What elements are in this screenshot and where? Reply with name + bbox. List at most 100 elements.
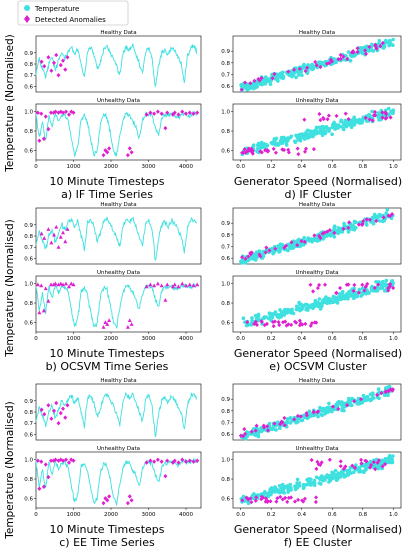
anomaly-point xyxy=(355,49,360,55)
data-point xyxy=(263,79,267,83)
data-point xyxy=(372,396,376,400)
anomaly-point xyxy=(359,457,364,462)
data-point xyxy=(302,485,306,489)
anomaly-point xyxy=(289,322,294,327)
data-point xyxy=(374,280,378,284)
data-point xyxy=(377,219,382,223)
anomaly-point xyxy=(46,227,51,231)
anomaly-point xyxy=(318,462,323,468)
anomaly-point xyxy=(263,250,268,255)
x-tick-label: 1.0 xyxy=(389,336,398,342)
data-point xyxy=(288,482,293,487)
f_unhealthy-panel: Unhealthy Data 1.0 0.8 0.6 0.0 0.2 0.4 0.6 0.8 1.… xyxy=(221,446,402,518)
data-point xyxy=(268,82,273,86)
temperature-series xyxy=(35,110,197,158)
anomaly-point xyxy=(284,243,289,248)
data-point xyxy=(357,465,361,470)
row2-ylabel: Temperature (Normalised) xyxy=(4,219,16,358)
legend-anomaly-label: Detected Anomalies xyxy=(35,16,106,24)
data-point xyxy=(386,459,391,464)
anomaly-point xyxy=(360,221,365,226)
anomaly-point xyxy=(254,495,259,500)
anomaly-point xyxy=(184,111,188,116)
anomaly-point xyxy=(336,57,341,62)
anomaly-point xyxy=(180,457,185,462)
data-point xyxy=(246,431,250,435)
anomaly-point xyxy=(184,459,188,464)
anomaly-point xyxy=(334,113,339,119)
temperature-series xyxy=(35,43,198,88)
data-point xyxy=(340,296,345,300)
data-point xyxy=(318,405,322,410)
data-point xyxy=(277,248,281,252)
y-tick-label: 0.8 xyxy=(221,233,230,239)
anomaly-point xyxy=(103,320,108,324)
y-tick-label: 0.6 xyxy=(221,148,230,154)
data-point xyxy=(256,318,261,323)
panel-title: Unhealthy Data xyxy=(97,446,140,452)
data-point xyxy=(341,126,346,131)
b_unhealthy-panel: Unhealthy Data 1.0 0.8 0.6 0 1000 2000 3000 4000 xyxy=(24,270,202,342)
anomaly-point xyxy=(184,283,188,288)
data-point xyxy=(332,235,337,239)
anomaly-point xyxy=(346,282,351,287)
anomaly-point xyxy=(125,500,130,506)
anomaly-point xyxy=(56,421,61,426)
data-point xyxy=(332,120,336,125)
data-point xyxy=(297,481,302,485)
anomaly-point xyxy=(49,416,54,421)
anomaly-point xyxy=(159,283,164,288)
anomaly-point xyxy=(248,81,253,86)
y-tick-label: 1.0 xyxy=(24,110,33,116)
anomaly-point xyxy=(67,112,71,117)
anomaly-point xyxy=(56,73,61,78)
anomaly-point xyxy=(275,496,280,501)
data-point xyxy=(350,396,354,401)
anomaly-point xyxy=(54,400,59,406)
anomaly-point xyxy=(61,406,65,411)
plot-frame xyxy=(35,35,202,93)
anomaly-point xyxy=(292,417,297,422)
anomaly-point xyxy=(321,116,326,122)
anomaly-point xyxy=(309,321,314,326)
anomaly-point xyxy=(374,218,379,224)
data-point xyxy=(340,289,345,294)
data-point xyxy=(357,287,362,292)
y-tick-label: 0.8 xyxy=(221,409,230,415)
anomaly-point xyxy=(165,110,170,115)
data-point xyxy=(306,236,311,240)
data-point xyxy=(277,484,282,488)
row1-left-xlabel: 10 Minute Timesteps xyxy=(49,175,164,188)
x-tick-label: 1000 xyxy=(67,336,81,342)
anomaly-point xyxy=(125,324,130,329)
anomaly-point xyxy=(314,495,319,500)
anomaly-point xyxy=(52,408,56,414)
data-point xyxy=(358,50,363,54)
data-point xyxy=(289,308,293,313)
anomaly-point xyxy=(360,282,365,288)
anomaly-point xyxy=(367,217,372,222)
anomaly-point xyxy=(127,146,132,151)
anomaly-point xyxy=(359,461,364,466)
data-point xyxy=(319,408,324,413)
anomaly-point xyxy=(272,421,277,426)
anomaly-point xyxy=(338,52,343,58)
anomaly-point xyxy=(271,324,276,329)
anomaly-point xyxy=(37,486,42,491)
anomaly-point xyxy=(39,111,44,116)
data-point xyxy=(391,37,395,42)
y-tick-label: 0.8 xyxy=(24,129,33,135)
data-point xyxy=(351,224,355,228)
data-point xyxy=(314,475,319,480)
anomaly-point xyxy=(332,230,337,235)
caption-d: d) IF Cluster xyxy=(285,188,352,201)
anomaly-point xyxy=(240,498,245,503)
anomaly-point xyxy=(69,109,74,114)
anomaly-point xyxy=(144,460,149,465)
anomaly-point xyxy=(363,48,368,53)
anomaly-point xyxy=(278,494,283,500)
anomaly-point xyxy=(125,152,130,158)
data-point xyxy=(313,298,318,303)
anomaly-point xyxy=(258,149,263,154)
data-point xyxy=(274,76,279,81)
